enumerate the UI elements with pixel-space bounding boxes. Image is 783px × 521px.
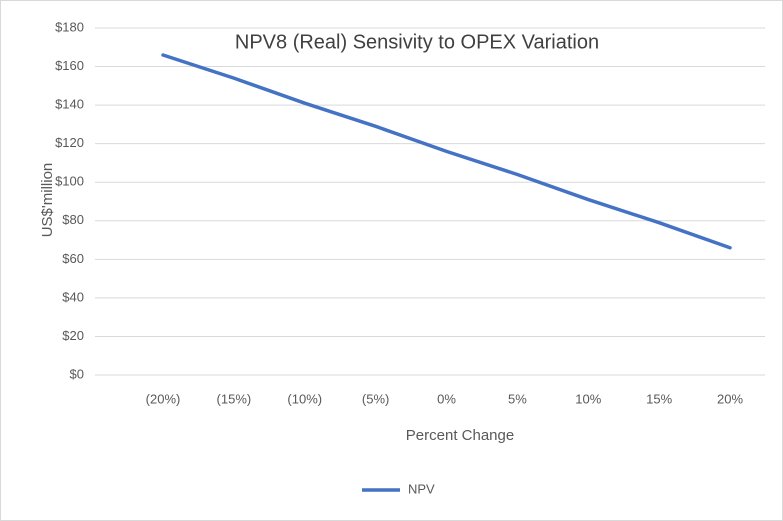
y-tick-label: $160 [55, 58, 84, 73]
y-tick-label: $20 [62, 328, 84, 343]
y-tick-label: $60 [62, 251, 84, 266]
x-tick-label: (10%) [287, 391, 322, 406]
x-tick-label: (5%) [362, 391, 389, 406]
x-tick-label: (20%) [146, 391, 181, 406]
data-line [161, 53, 732, 250]
x-tick-label: 20% [717, 391, 743, 406]
y-tick-label: $180 [55, 19, 84, 34]
y-tick-label: $120 [55, 135, 84, 150]
x-tick-label: 15% [646, 391, 672, 406]
y-axis-label: US$'million [39, 163, 56, 238]
y-tick-label: $100 [55, 174, 84, 189]
y-tick-label: $0 [70, 366, 84, 381]
chart-title: NPV8 (Real) Sensivity to OPEX Variation [235, 31, 599, 53]
x-tick-label: 0% [437, 391, 456, 406]
y-tick-label: $40 [62, 289, 84, 304]
x-tick-label: 10% [575, 391, 601, 406]
x-tick-label: (15%) [217, 391, 252, 406]
x-tick-label: 5% [508, 391, 527, 406]
x-axis-label: Percent Change [406, 427, 514, 444]
legend-label: NPV [408, 481, 435, 496]
y-tick-label: $140 [55, 97, 84, 112]
y-tick-label: $80 [62, 212, 84, 227]
